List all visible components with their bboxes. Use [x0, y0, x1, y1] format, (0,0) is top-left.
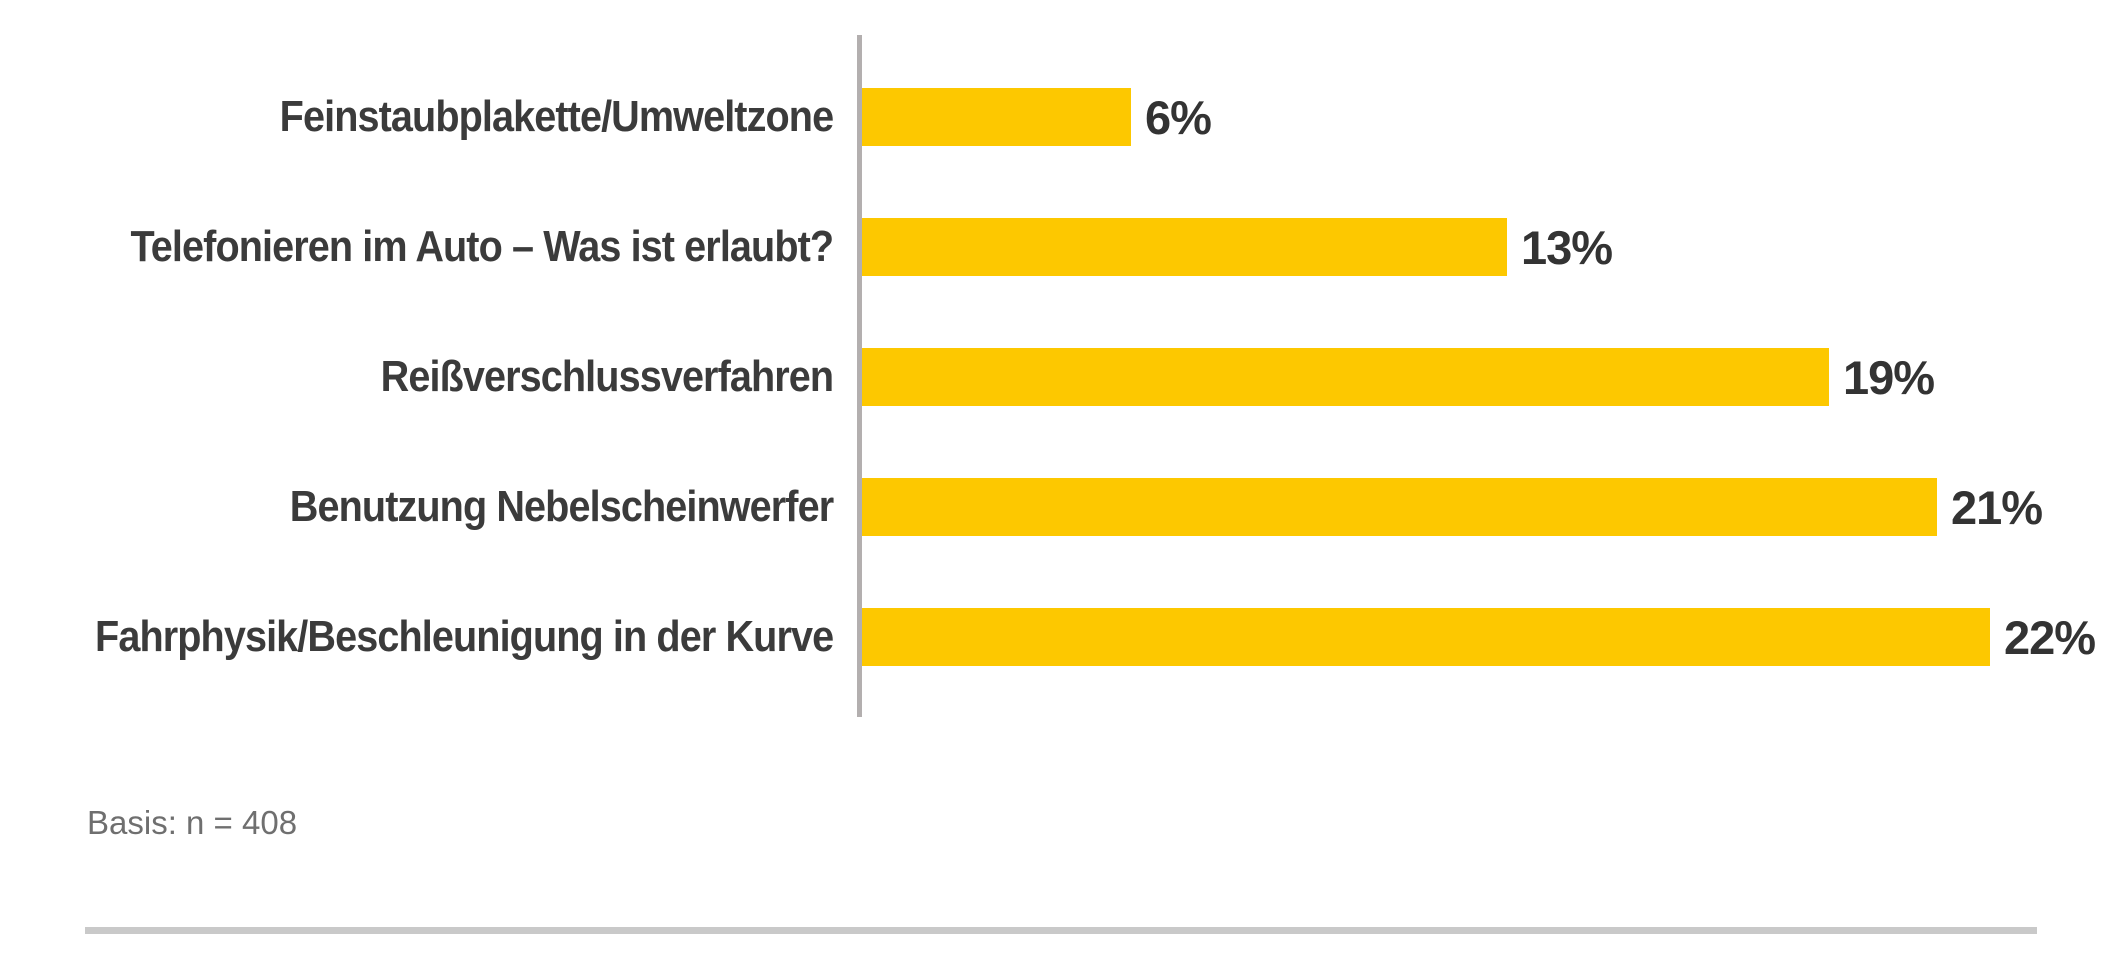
bar-row: Telefonieren im Auto – Was ist erlaubt? …	[0, 182, 2126, 312]
category-label: Telefonieren im Auto – Was ist erlaubt?	[130, 222, 834, 271]
bar-row: Benutzung Nebelscheinwerfer 21%	[0, 442, 2126, 572]
value-label: 21%	[1951, 480, 2043, 534]
bar	[862, 88, 1131, 146]
bar-track: 19%	[862, 312, 2126, 442]
bar-track: 6%	[862, 52, 2126, 182]
value-label: 19%	[1843, 350, 1935, 404]
basis-note: Basis: n = 408	[87, 804, 298, 841]
value-label: 22%	[2004, 610, 2096, 664]
bar-track: 13%	[862, 182, 2126, 312]
bar-row: Fahrphysik/Beschleunigung in der Kurve 2…	[0, 572, 2126, 702]
bar-row: Reißverschlussverfahren 19%	[0, 312, 2126, 442]
category-label: Reißverschlussverfahren	[380, 352, 834, 401]
bar	[862, 478, 1937, 536]
bottom-divider	[85, 927, 2037, 934]
bar-track: 22%	[862, 572, 2126, 702]
value-label: 13%	[1521, 220, 1613, 274]
value-label: 6%	[1145, 90, 1212, 144]
bar-row: Feinstaubplakette/Umweltzone 6%	[0, 52, 2126, 182]
bar-rows: Feinstaubplakette/Umweltzone 6% Telefoni…	[0, 52, 2126, 702]
bar-track: 21%	[862, 442, 2126, 572]
category-label: Benutzung Nebelscheinwerfer	[289, 482, 834, 531]
category-label: Feinstaubplakette/Umweltzone	[279, 92, 834, 141]
bar	[862, 218, 1507, 276]
y-axis-line	[857, 35, 862, 717]
bar	[862, 348, 1829, 406]
category-label: Fahrphysik/Beschleunigung in der Kurve	[95, 612, 834, 661]
bar	[862, 608, 1990, 666]
